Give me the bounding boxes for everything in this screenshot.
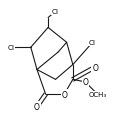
Text: Cl: Cl: [7, 45, 14, 51]
Text: O: O: [91, 63, 97, 72]
Text: Cl: Cl: [88, 40, 95, 46]
Text: OCH₃: OCH₃: [88, 91, 106, 97]
Text: Cl: Cl: [52, 9, 59, 15]
Text: O: O: [82, 78, 87, 87]
Text: O: O: [34, 102, 40, 111]
Text: O: O: [61, 90, 67, 99]
